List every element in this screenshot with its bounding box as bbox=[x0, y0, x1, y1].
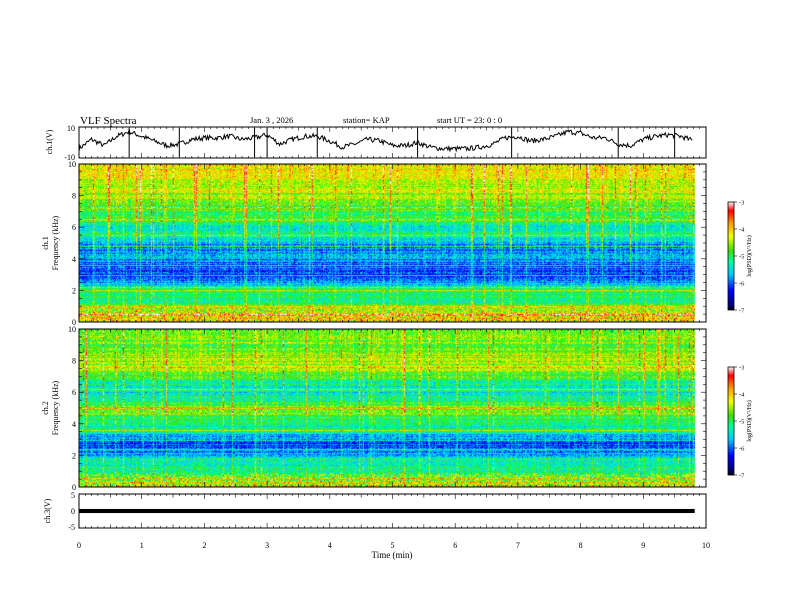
figure-title: VLF Spectra bbox=[80, 115, 137, 127]
ch3-waveform-band bbox=[79, 508, 695, 514]
freq-tick-label: 10 bbox=[68, 160, 76, 169]
ch1-ytick-top: 10 bbox=[67, 124, 75, 133]
ch2-spectrogram-image bbox=[79, 329, 706, 487]
colorbar-tick-label: -6 bbox=[739, 281, 745, 288]
freq-tick-label: 6 bbox=[72, 388, 76, 397]
time-tick-label: 0 bbox=[77, 541, 81, 550]
freq-tick-label: 8 bbox=[72, 192, 76, 201]
freq-tick-label: 0 bbox=[72, 318, 76, 327]
time-tick-label: 2 bbox=[202, 541, 206, 550]
ch2-colorbar-label: log(PSD)(V²/Hz) bbox=[746, 400, 753, 441]
ch1-colorbar-gradient bbox=[727, 201, 735, 311]
ch1-waveform-frame bbox=[78, 126, 707, 159]
ch1-ylabel: ch.1(V) bbox=[45, 129, 54, 154]
ch2-spectrogram-ticks bbox=[78, 328, 707, 488]
colorbar-tick-label: -4 bbox=[739, 392, 745, 399]
freq-tick-label: 6 bbox=[72, 223, 76, 232]
colorbar-tick-label: -3 bbox=[739, 365, 744, 372]
ch1-colorbar-label: log(PSD)(V²/Hz) bbox=[746, 235, 753, 276]
time-tick-label: 8 bbox=[579, 541, 583, 550]
freq-tick-label: 0 bbox=[72, 483, 76, 492]
ch2-spectrogram-ytick-labels: 0 2 4 6 8 10 bbox=[68, 325, 76, 492]
ch3-waveform-panel: 5 0 -5 ch.3(V) bbox=[43, 491, 707, 532]
time-tick-label: 4 bbox=[328, 541, 332, 550]
freq-tick-label: 10 bbox=[68, 325, 76, 334]
ch2-colorbar-gradient bbox=[727, 366, 735, 476]
freq-tick-label: 2 bbox=[72, 451, 76, 460]
ch1-spectrogram-ticks bbox=[78, 163, 707, 323]
time-axis-label: Time (min) bbox=[372, 550, 413, 560]
start-time-label: start UT = 23: 0 : 0 bbox=[437, 115, 502, 125]
colorbar-tick-label: -4 bbox=[739, 227, 745, 234]
freq-tick-label: 2 bbox=[72, 286, 76, 295]
time-tick-label: 6 bbox=[453, 541, 457, 550]
ch3-waveform-ticks bbox=[78, 494, 707, 528]
freq-tick-label: 4 bbox=[72, 255, 76, 264]
time-tick-label: 5 bbox=[391, 541, 395, 550]
date-label: Jan. 3 , 2026 bbox=[250, 115, 293, 125]
ch2-spectrogram-ylabel-frequency: Frequency (kHz) bbox=[51, 380, 60, 435]
ch2-spectrogram-panel: 0 2 4 6 8 10 ch.2 Frequency (kHz) bbox=[41, 325, 707, 492]
time-tick-label: 7 bbox=[516, 541, 520, 550]
colorbar-tick-label: -7 bbox=[739, 308, 745, 315]
ch1-spectrogram-panel: 0 2 4 6 8 10 ch.1 Frequency (kHz) bbox=[41, 160, 707, 327]
ch1-spectrogram-ylabel-channel: ch.1 bbox=[41, 236, 50, 250]
station-label: station= KAP bbox=[343, 115, 390, 125]
time-tick-label: 10 bbox=[702, 541, 710, 550]
ch1-colorbar: -3 -4 -5 -6 -7 log(PSD)(V²/Hz) bbox=[727, 200, 753, 315]
colorbar-tick-label: -7 bbox=[739, 473, 745, 480]
ch1-waveform-line bbox=[78, 129, 693, 153]
colorbar-tick-label: -5 bbox=[739, 419, 744, 426]
time-tick-label: 9 bbox=[641, 541, 645, 550]
ch3-ytick-bottom: -5 bbox=[68, 523, 75, 532]
ch1-spectrogram-ytick-labels: 0 2 4 6 8 10 bbox=[68, 160, 76, 327]
ch2-colorbar-ticks: -3 -4 -5 -6 -7 bbox=[734, 365, 745, 480]
colorbar-tick-label: -6 bbox=[739, 446, 745, 453]
ch1-ytick-bottom: -10 bbox=[64, 153, 75, 162]
ch1-spectrogram-image bbox=[79, 164, 706, 322]
ch3-ytick-top: 5 bbox=[71, 491, 75, 500]
colorbar-tick-label: -5 bbox=[739, 254, 744, 261]
ch2-colorbar: -3 -4 -5 -6 -7 log(PSD)(V²/Hz) bbox=[727, 365, 753, 480]
freq-tick-label: 4 bbox=[72, 420, 76, 429]
colorbar-tick-label: -3 bbox=[739, 200, 744, 207]
time-tick-label: 1 bbox=[140, 541, 144, 550]
time-tick-label: 3 bbox=[265, 541, 269, 550]
ch1-spectrogram-ylabel-frequency: Frequency (kHz) bbox=[51, 215, 60, 270]
ch1-waveform-spikes bbox=[128, 128, 676, 157]
ch1-waveform-panel: 10 -10 ch.1(V) bbox=[45, 124, 707, 162]
ch3-ytick-mid: 0 bbox=[71, 507, 75, 516]
freq-tick-label: 8 bbox=[72, 357, 76, 366]
ch3-ylabel: ch.3(V) bbox=[43, 498, 52, 523]
ch2-spectrogram-ylabel-channel: ch.2 bbox=[41, 401, 50, 415]
time-axis-tick-labels: 0 1 2 3 4 5 6 7 8 9 10 bbox=[77, 541, 710, 550]
ch1-colorbar-ticks: -3 -4 -5 -6 -7 bbox=[734, 200, 745, 315]
